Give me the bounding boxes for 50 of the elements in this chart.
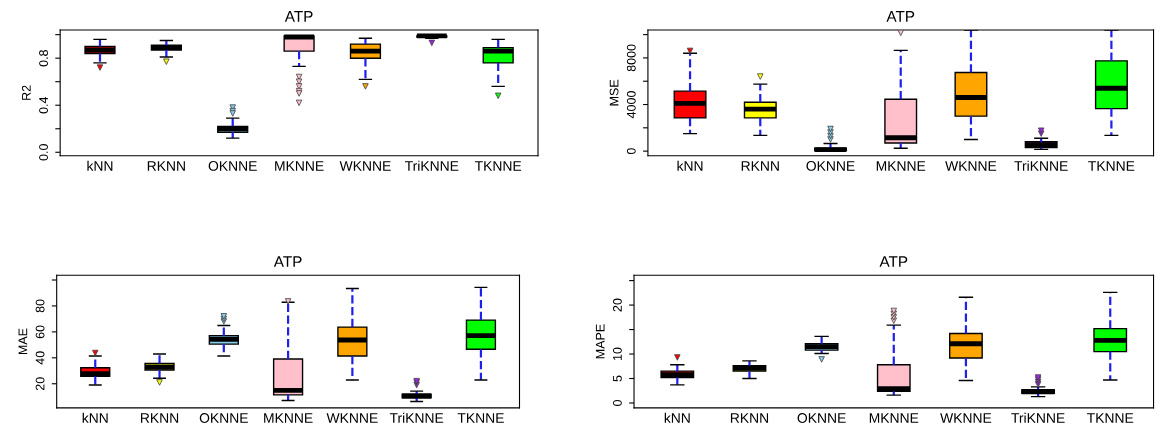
- y-tick-label: 40: [35, 351, 45, 365]
- y-axis-title: MAE: [18, 328, 28, 355]
- x-tick-label: TKNNE: [1087, 413, 1134, 423]
- y-tick-label: 4000: [626, 91, 636, 119]
- x-tick-label: OKNNE: [797, 413, 846, 423]
- x-tick-label: TriKNNE: [1011, 412, 1065, 423]
- y-axis-title: MAPE: [595, 324, 605, 359]
- y-tick-label: 5: [613, 375, 622, 382]
- x-tick-label: RKNN: [741, 161, 779, 171]
- chart-title: ATP: [273, 256, 302, 267]
- x-tick-label: WKNNE: [940, 413, 992, 423]
- x-tick-label: kNN: [87, 160, 113, 171]
- y-tick-label: 20: [35, 377, 45, 391]
- x-tick-label: RKNN: [141, 413, 179, 423]
- y-axis-title: R2: [21, 85, 31, 100]
- x-tick-label: TriKNNE: [405, 160, 459, 171]
- x-tick-label: WKNNE: [339, 161, 391, 171]
- y-tick-label: 0: [626, 148, 636, 155]
- x-tick-label: RKNN: [147, 161, 185, 171]
- x-tick-label: kNN: [677, 160, 703, 171]
- x-tick-label: TKNNE: [457, 413, 504, 423]
- x-tick-label: kNN: [82, 412, 108, 423]
- y-tick-label: 8000: [626, 44, 636, 72]
- chart-title: ATP: [284, 11, 313, 22]
- x-tick-label: TriKNNE: [1014, 160, 1068, 171]
- x-tick-label: MKNNE: [869, 413, 919, 423]
- chart-title: ATP: [879, 256, 908, 267]
- x-tick-label: TKNNE: [474, 161, 522, 171]
- x-tick-label: RKNN: [730, 413, 769, 423]
- x-tick-label: WKNNE: [945, 161, 997, 171]
- x-tick-label: OKNNE: [806, 161, 855, 171]
- y-tick-label: 80: [35, 299, 45, 313]
- y-tick-label: 60: [35, 325, 45, 339]
- x-tick-label: MKNNE: [264, 413, 313, 423]
- chart-title: ATP: [886, 11, 915, 22]
- y-tick-label: 0.0: [39, 144, 48, 161]
- y-tick-label: 20: [612, 298, 622, 312]
- x-tick-label: MKNNE: [876, 161, 926, 171]
- x-tick-label: TKNNE: [1088, 161, 1135, 171]
- y-axis-title: MSE: [609, 79, 619, 106]
- y-tick-label: 10: [612, 347, 622, 361]
- y-tick-label: 0.8: [39, 50, 48, 67]
- x-tick-label: MKNNE: [275, 161, 324, 171]
- x-tick-label: kNN: [664, 412, 690, 423]
- y-tick-label: 0: [612, 400, 622, 406]
- x-tick-label: TriKNNE: [389, 412, 444, 423]
- x-tick-label: OKNNE: [199, 413, 248, 423]
- y-tick-label: 0.4: [39, 96, 48, 114]
- x-tick-label: OKNNE: [208, 161, 257, 171]
- x-tick-label: WKNNE: [326, 413, 378, 423]
